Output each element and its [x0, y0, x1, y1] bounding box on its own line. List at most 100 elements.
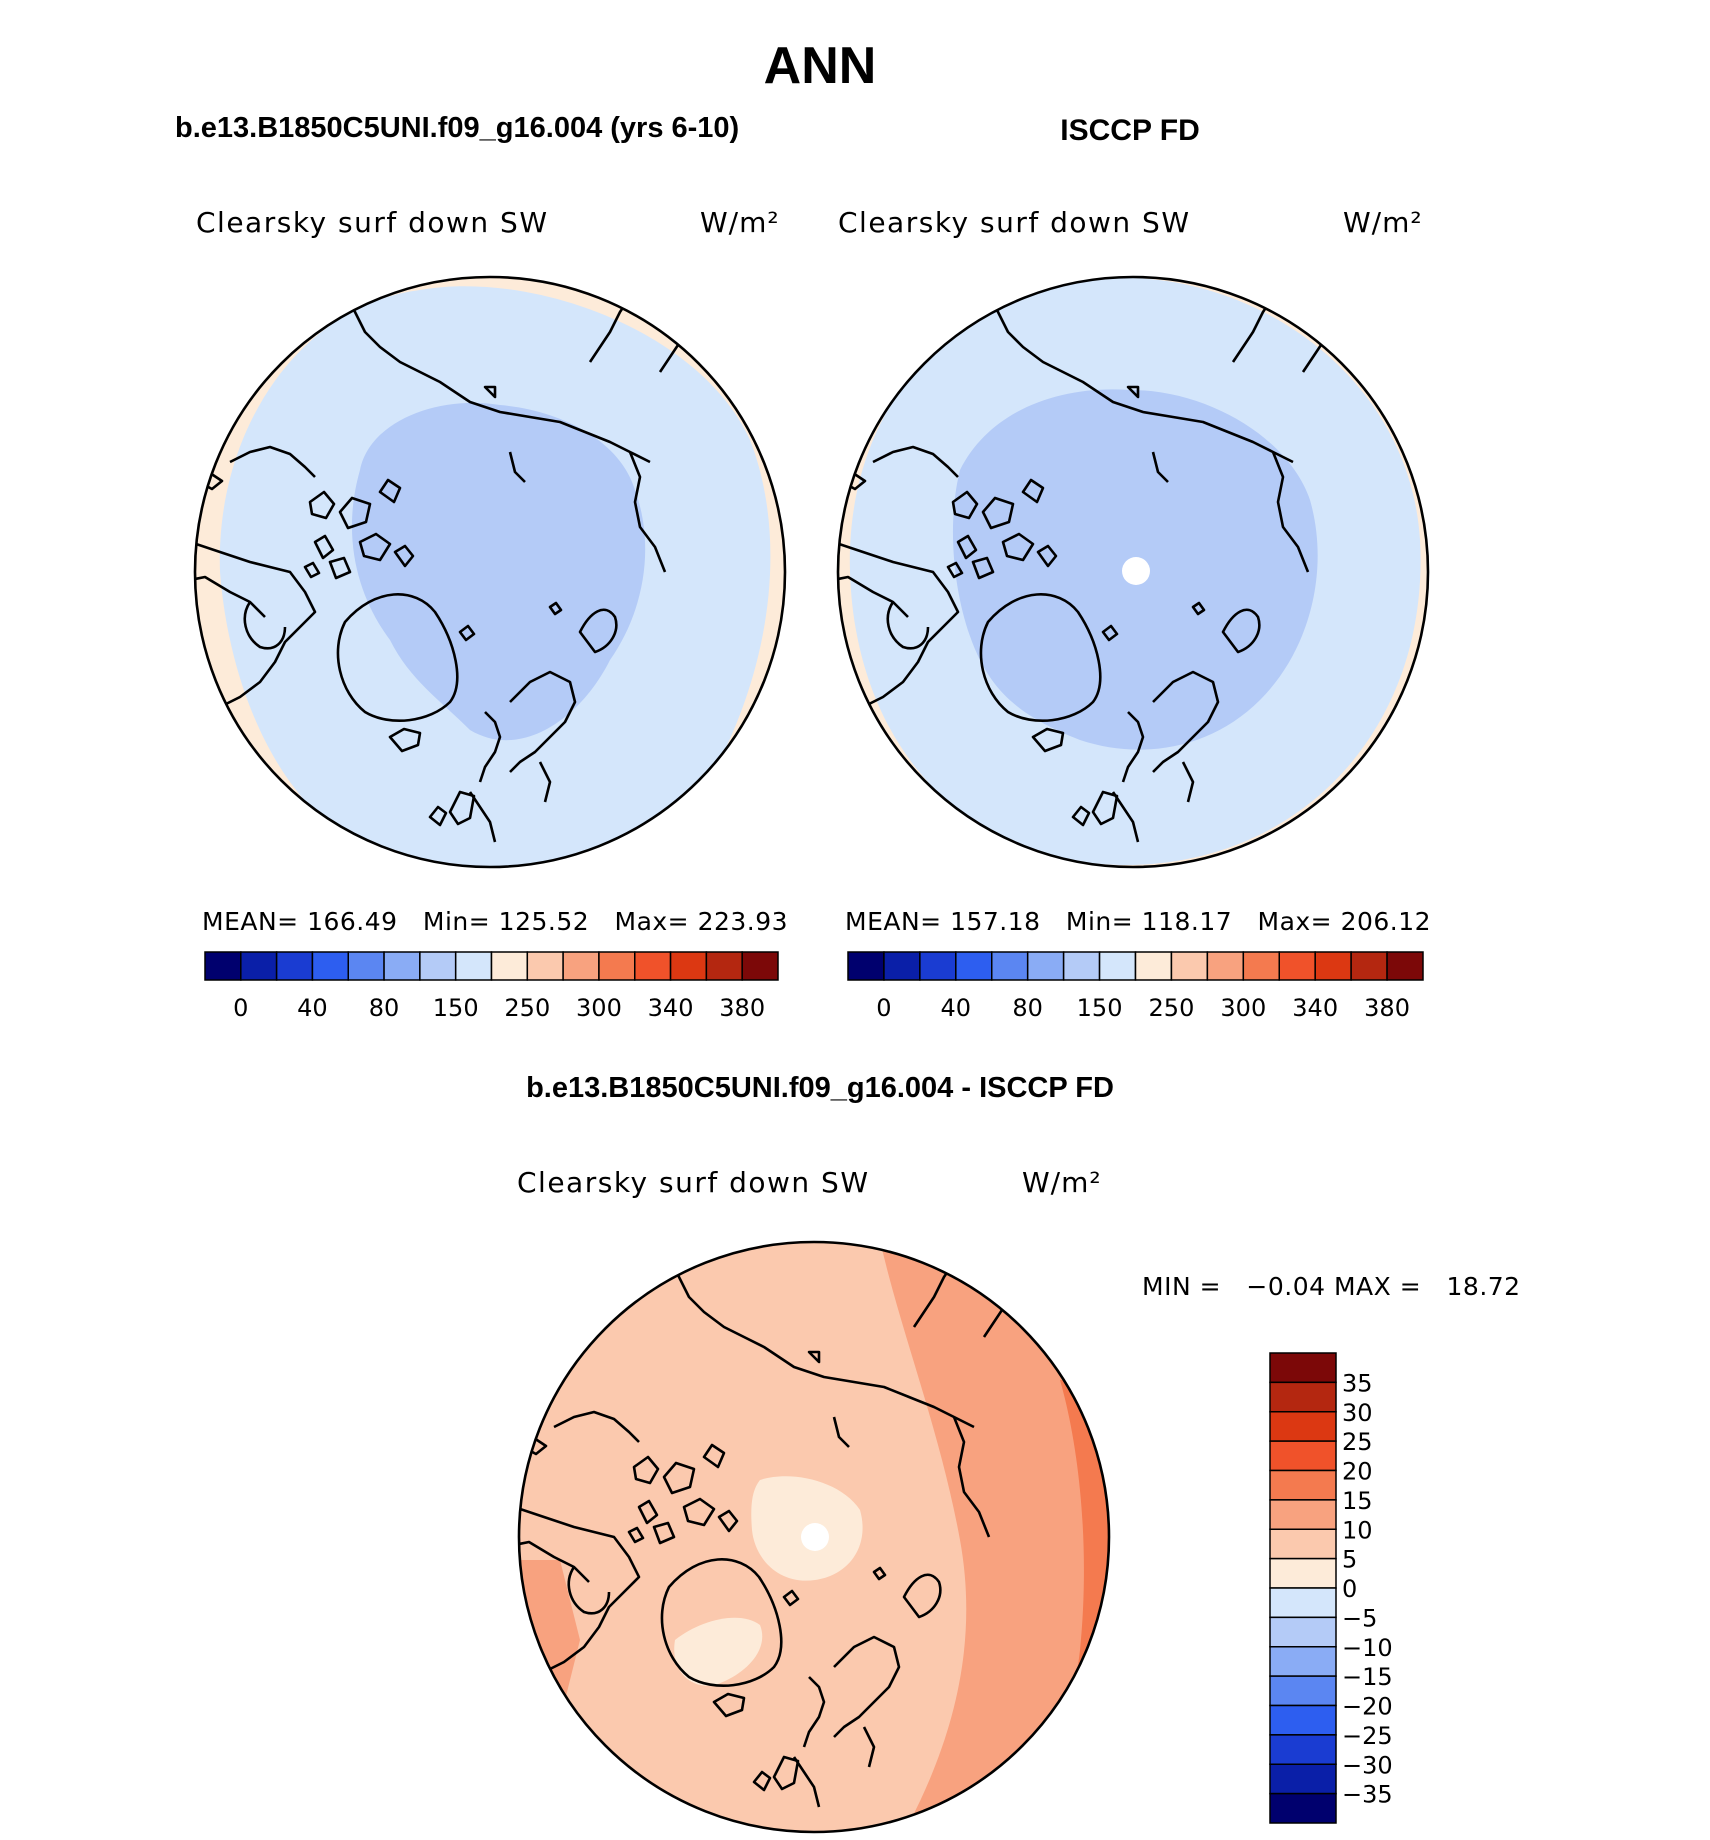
max-label: Max=: [1257, 907, 1333, 936]
colorbar-swatch: [347, 951, 385, 981]
colorbar-tick-label: 0: [876, 994, 891, 1022]
colorbar-swatch: [204, 951, 242, 981]
colorbar-swatch: [1269, 1734, 1337, 1765]
mean-label: MEAN=: [845, 907, 942, 936]
panel-3-units: W/m²: [1022, 1166, 1102, 1199]
colorbar-swatch: [1269, 1763, 1337, 1795]
max-value: 223.93: [697, 907, 789, 936]
colorbar-swatch: [1278, 951, 1316, 981]
page-title: ANN: [763, 37, 877, 95]
min-label: Min=: [1065, 907, 1134, 936]
colorbar-swatch: [1269, 1792, 1337, 1824]
colorbar-swatch: [1206, 951, 1245, 981]
colorbar-tick-label: −5: [1342, 1604, 1377, 1632]
colorbar-tick-label: −30: [1342, 1751, 1393, 1779]
colorbar-tick-label: 40: [941, 994, 972, 1022]
colorbar-swatch: [1269, 1675, 1337, 1707]
colorbar-swatch: [1386, 951, 1424, 981]
colorbar-swatch: [1098, 951, 1137, 981]
colorbar-tick-label: 150: [433, 994, 479, 1022]
colorbar-tick-label: 300: [1220, 994, 1266, 1022]
min-label: Min=: [422, 907, 491, 936]
colorbar-tick-label: 15: [1342, 1487, 1373, 1515]
panel-2-stats: MEAN= 157.18 Min= 118.17 Max= 206.12: [845, 907, 1431, 936]
colorbar-swatch: [669, 951, 708, 981]
colorbar-swatch: [1026, 951, 1065, 981]
colorbar-tick-label: −25: [1342, 1722, 1393, 1750]
map-difference: [517, 1240, 1111, 1834]
colorbar-swatch: [419, 951, 457, 981]
colorbar-tick-label: 20: [1342, 1458, 1373, 1486]
colorbar-swatch: [991, 951, 1029, 981]
colorbar-observed: 0 40 80 150 250 300 340 380: [847, 951, 1424, 1022]
min-value: −0.04: [1246, 1272, 1326, 1301]
colorbar-swatch: [1269, 1352, 1337, 1384]
colorbar-swatch: [1062, 951, 1101, 981]
colorbar-swatch: [1134, 951, 1173, 981]
colorbar-tick-label: 150: [1077, 994, 1123, 1022]
colorbar-swatch: [1269, 1557, 1337, 1589]
panel-1-units: W/m²: [700, 206, 780, 239]
colorbar-swatch: [955, 951, 993, 981]
min-value: 118.17: [1141, 907, 1233, 936]
colorbar-tick-label: 5: [1342, 1546, 1357, 1574]
colorbar-swatch: [240, 951, 278, 981]
colorbar-tick-label: 10: [1342, 1516, 1373, 1544]
colorbar-swatch: [1269, 1440, 1337, 1472]
colorbar-swatch: [275, 951, 314, 981]
colorbar-tick-label: 35: [1342, 1369, 1373, 1397]
colorbar-swatch: [1269, 1587, 1337, 1619]
colorbar-swatch: [919, 951, 957, 981]
panel-3-variable: Clearsky surf down SW: [517, 1166, 870, 1199]
colorbar-swatch: [634, 951, 672, 981]
colorbar-model: 0 40 80 150 250 300 340 380: [204, 951, 779, 1022]
colorbar-tick-label: 0: [1342, 1575, 1357, 1603]
panel-1-variable: Clearsky surf down SW: [196, 206, 549, 239]
colorbar-tick-label: 380: [719, 994, 765, 1022]
colorbar-swatch: [1269, 1704, 1337, 1736]
colorbar-swatch: [1269, 1528, 1337, 1560]
colorbar-swatch: [883, 951, 921, 981]
colorbar-tick-label: −35: [1342, 1781, 1393, 1809]
colorbar-tick-label: 340: [648, 994, 694, 1022]
max-value: 206.12: [1340, 907, 1432, 936]
panel-2-units: W/m²: [1343, 206, 1423, 239]
colorbar-tick-label: 80: [369, 994, 400, 1022]
colorbar-swatch: [1350, 951, 1388, 981]
colorbar-tick-label: 250: [504, 994, 550, 1022]
colorbar-swatch: [1242, 951, 1280, 981]
colorbar-swatch: [562, 951, 600, 981]
mean-value: 157.18: [950, 907, 1041, 936]
colorbar-swatch: [526, 951, 564, 981]
panel-2-heading: ISCCP FD: [1060, 114, 1200, 147]
mean-value: 166.49: [307, 907, 398, 936]
colorbar-tick-label: −10: [1342, 1634, 1393, 1662]
colorbar-swatch: [1269, 1411, 1337, 1442]
panel-1-heading: b.e13.B1850C5UNI.f09_g16.004 (yrs 6-10): [175, 112, 740, 144]
colorbar-tick-label: 380: [1364, 994, 1410, 1022]
max-value: 18.72: [1446, 1272, 1521, 1301]
colorbar-swatch: [383, 951, 421, 981]
colorbar-tick-label: 80: [1012, 994, 1043, 1022]
colorbar-tick-label: −20: [1342, 1693, 1393, 1721]
panel-3-stats: MIN = −0.04 MAX = 18.72: [1142, 1272, 1521, 1301]
colorbar-swatch: [1269, 1616, 1337, 1648]
colorbar-swatch: [1269, 1499, 1337, 1530]
panel-1-stats: MEAN= 166.49 Min= 125.52 Max= 223.93: [202, 907, 788, 936]
map-model: [193, 275, 787, 869]
map-observed: [836, 275, 1430, 869]
colorbar-swatch: [741, 951, 779, 981]
colorbar-swatch: [847, 951, 885, 981]
colorbar-swatch: [1269, 1381, 1337, 1413]
colorbar-tick-label: 30: [1342, 1399, 1373, 1427]
colorbar-swatch: [1170, 951, 1209, 981]
colorbar-swatch: [1269, 1469, 1337, 1501]
colorbar-tick-label: 25: [1342, 1428, 1373, 1456]
colorbar-tick-label: 0: [233, 994, 248, 1022]
colorbar-swatch: [1314, 951, 1352, 981]
colorbar-swatch: [490, 951, 529, 981]
colorbar-swatch: [311, 951, 349, 981]
colorbar-swatch: [1269, 1646, 1337, 1677]
